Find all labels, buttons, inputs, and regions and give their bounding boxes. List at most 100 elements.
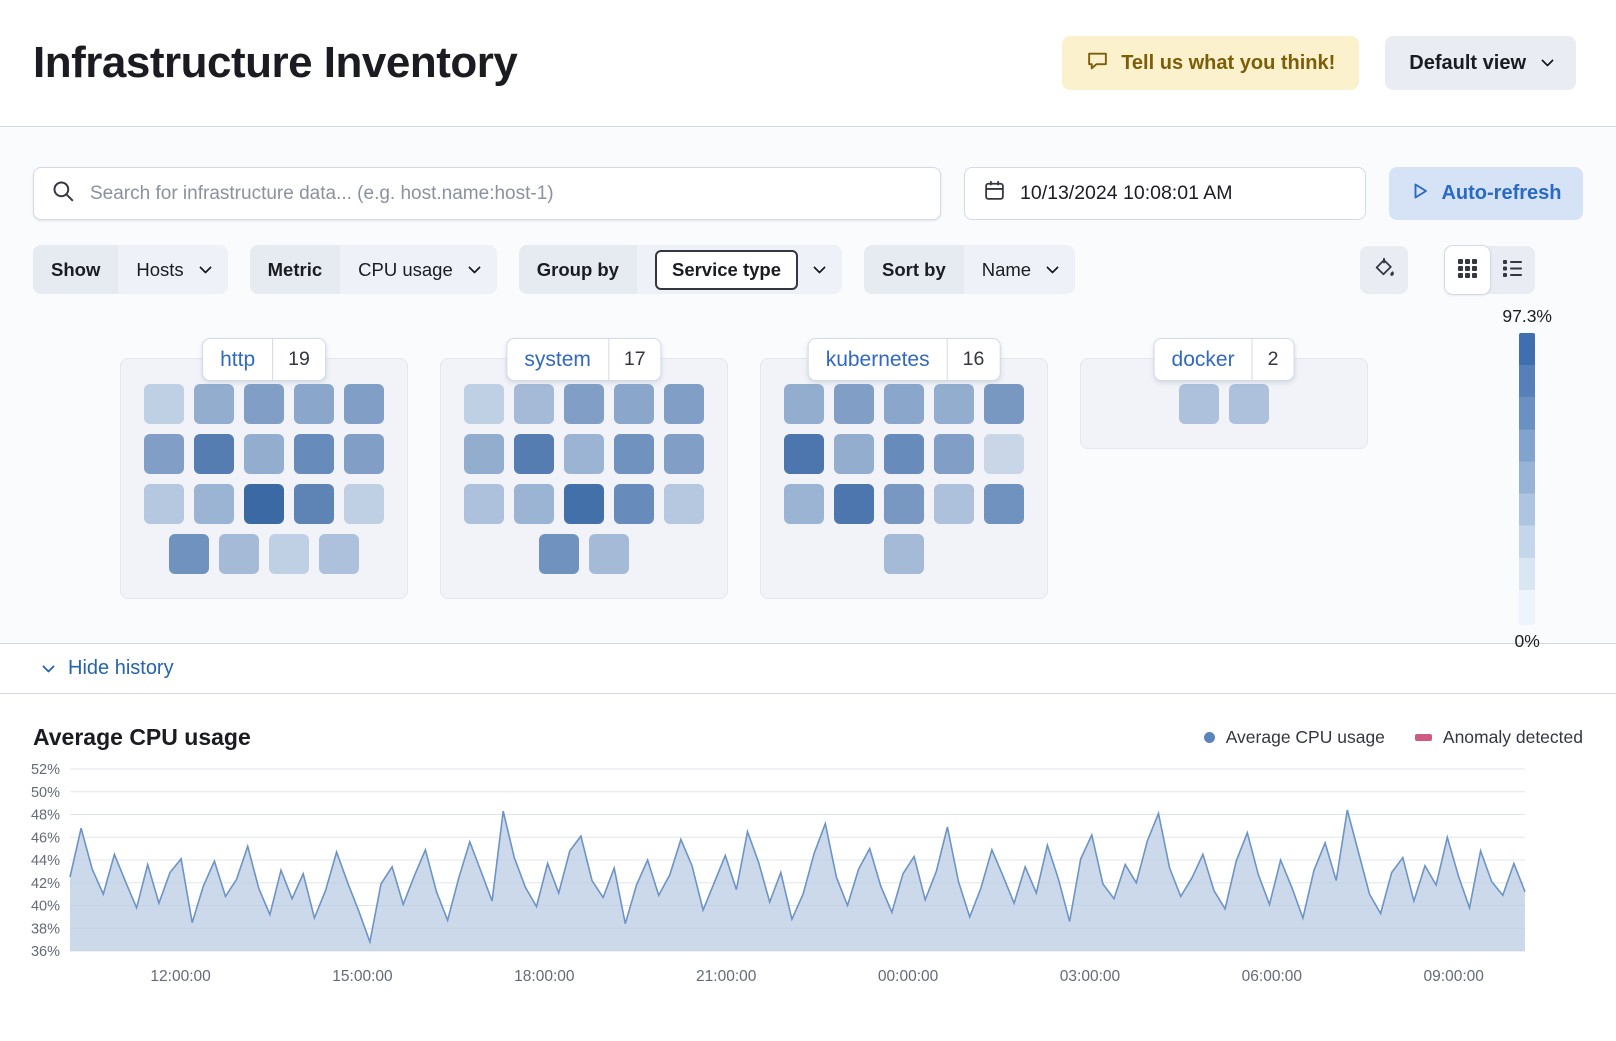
host-tile[interactable] (294, 484, 334, 524)
host-tile[interactable] (514, 434, 554, 474)
host-tile[interactable] (884, 434, 924, 474)
cpu-usage-chart: 36% 38% 40% 42% 44% 46% 48% 50% 52% 12:00:00 15:00… (31, 762, 1526, 985)
host-tile[interactable] (934, 484, 974, 524)
host-tile[interactable] (934, 384, 974, 424)
host-tile[interactable] (784, 384, 824, 424)
layout-toggle (1445, 245, 1535, 294)
host-tile[interactable] (784, 484, 824, 524)
default-view-label: Default view (1409, 51, 1526, 74)
feedback-button[interactable]: Tell us what you think! (1062, 36, 1360, 90)
service-group-label-http[interactable]: http 19 (202, 338, 326, 381)
service-group-label-system[interactable]: system 17 (506, 338, 662, 381)
service-group-label-docker[interactable]: docker 2 (1153, 338, 1295, 381)
pill-divider (1251, 339, 1253, 380)
svg-text:12:00:00: 12:00:00 (150, 968, 211, 985)
host-tile[interactable] (884, 534, 924, 574)
host-tile[interactable] (144, 434, 184, 474)
host-tile[interactable] (144, 384, 184, 424)
host-tile[interactable] (1179, 384, 1219, 424)
color-scale-legend: 97.3% 0% (1502, 306, 1552, 652)
host-tile[interactable] (614, 384, 654, 424)
host-tile[interactable] (984, 484, 1024, 524)
group-by-filter-select[interactable]: Service type (636, 245, 842, 294)
host-tile[interactable] (514, 484, 554, 524)
host-tile[interactable] (664, 484, 704, 524)
host-tile[interactable] (194, 434, 234, 474)
host-tile[interactable] (244, 434, 284, 474)
host-tile[interactable] (664, 384, 704, 424)
metric-filter-select[interactable]: CPU usage (340, 245, 497, 294)
host-tile[interactable] (834, 484, 874, 524)
default-view-button[interactable]: Default view (1385, 36, 1576, 90)
host-tile[interactable] (614, 434, 654, 474)
host-tile[interactable] (984, 434, 1024, 474)
host-tile[interactable] (244, 384, 284, 424)
host-tile[interactable] (564, 434, 604, 474)
color-palette-button[interactable] (1360, 245, 1408, 294)
host-tile[interactable] (664, 434, 704, 474)
host-tile[interactable] (219, 534, 259, 574)
host-tile[interactable] (934, 434, 974, 474)
auto-refresh-button[interactable]: Auto-refresh (1389, 167, 1583, 220)
svg-text:40%: 40% (31, 899, 60, 915)
sort-by-filter-select[interactable]: Name (963, 245, 1076, 294)
show-filter: Show Hosts (33, 245, 228, 294)
host-tile[interactable] (464, 484, 504, 524)
host-tile[interactable] (319, 534, 359, 574)
host-tile[interactable] (539, 534, 579, 574)
host-tile[interactable] (344, 484, 384, 524)
group-name: docker (1171, 347, 1235, 371)
host-tile[interactable] (144, 484, 184, 524)
chart-header: Average CPU usage Average CPU usage Anom… (0, 724, 1616, 751)
metric-filter: Metric CPU usage (249, 245, 497, 294)
grid-view-button[interactable] (1445, 245, 1490, 294)
svg-text:09:00:00: 09:00:00 (1424, 968, 1485, 985)
sort-by-filter-value: Name (981, 258, 1032, 280)
hide-history-toggle[interactable]: Hide history (33, 656, 180, 681)
host-tile[interactable] (194, 484, 234, 524)
speech-bubble-icon (1086, 49, 1109, 78)
host-tiles (784, 384, 1024, 574)
host-tile[interactable] (294, 384, 334, 424)
date-picker[interactable]: 10/13/2024 10:08:01 AM (964, 167, 1366, 220)
host-tile[interactable] (834, 384, 874, 424)
host-tile[interactable] (269, 534, 309, 574)
metric-filter-value: CPU usage (358, 258, 453, 280)
search-icon (51, 179, 75, 208)
host-tile[interactable] (564, 384, 604, 424)
host-tile[interactable] (984, 384, 1024, 424)
service-group-label-kubernetes[interactable]: kubernetes 16 (807, 338, 1001, 381)
host-tile[interactable] (244, 484, 284, 524)
chevron-down-icon (467, 260, 481, 274)
host-tile[interactable] (169, 534, 209, 574)
host-tile[interactable] (344, 384, 384, 424)
host-tile[interactable] (614, 484, 654, 524)
host-tile[interactable] (514, 384, 554, 424)
host-tile[interactable] (884, 484, 924, 524)
host-tile[interactable] (564, 484, 604, 524)
chevron-down-icon (813, 260, 826, 274)
host-tile[interactable] (1229, 384, 1269, 424)
scale-max-label: 97.3% (1502, 306, 1552, 326)
chevron-down-icon (42, 660, 55, 673)
host-tile[interactable] (194, 384, 234, 424)
host-tile[interactable] (464, 434, 504, 474)
host-tile[interactable] (344, 434, 384, 474)
service-group-http: http 19 (120, 338, 408, 599)
search-input[interactable] (88, 181, 923, 206)
group-count: 16 (962, 348, 985, 370)
host-tile[interactable] (294, 434, 334, 474)
legend-item-anomaly: Anomaly detected (1414, 727, 1583, 748)
show-filter-select[interactable]: Hosts (118, 245, 228, 294)
host-tile[interactable] (784, 434, 824, 474)
group-count: 2 (1267, 348, 1279, 370)
pill-divider (946, 339, 948, 380)
host-tile[interactable] (464, 384, 504, 424)
grid-view-icon (1458, 258, 1477, 281)
svg-text:44%: 44% (31, 853, 60, 869)
host-tile[interactable] (884, 384, 924, 424)
cpu-usage-chart-container[interactable]: 36% 38% 40% 42% 44% 46% 48% 50% 52% 12:00:00 15:00… (0, 759, 1616, 998)
host-tile[interactable] (834, 434, 874, 474)
table-view-button[interactable] (1490, 246, 1535, 294)
host-tile[interactable] (589, 534, 629, 574)
